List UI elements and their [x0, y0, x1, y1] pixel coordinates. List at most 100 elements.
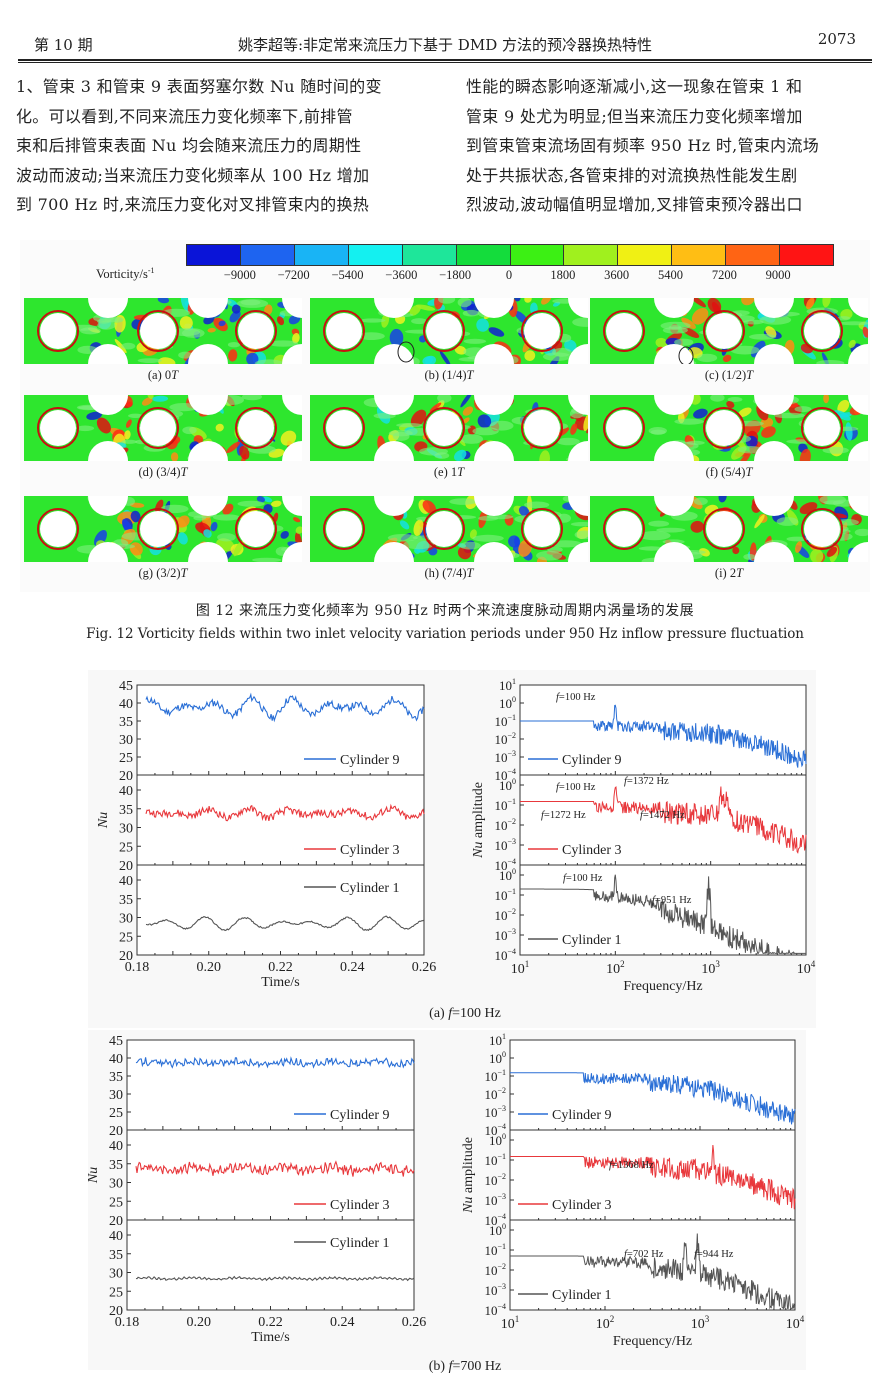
y-tick-label: 25 [109, 1195, 123, 1210]
y-tick-label: 20 [119, 949, 133, 964]
y-tick-label: 40 [109, 1139, 123, 1154]
y-tick-label: 101 [489, 1032, 506, 1048]
vorticity-panel-label: (f) (5/4)T [590, 465, 868, 480]
x-axis-label: Time/s [251, 1330, 289, 1345]
colorbar-segment [402, 245, 457, 265]
colorbar-title-exponent: -1 [147, 266, 155, 275]
y-tick-label: 35 [119, 803, 133, 818]
y-tick-label: 40 [109, 1229, 123, 1244]
y-tick-label: 40 [119, 784, 133, 799]
peak-annotation: f=100 Hz [556, 692, 596, 703]
series-line [145, 803, 425, 822]
y-tick-label: 40 [119, 697, 133, 712]
x-tick-label: 101 [511, 959, 530, 977]
text-line: 性能的瞬态影响逐渐减小,这一现象在管束 1 和 [466, 77, 803, 96]
colorbar-tick-label: 5400 [658, 268, 683, 282]
chart-subcaption: (b) f=700 Hz [429, 1359, 501, 1374]
x-tick-label: 0.24 [330, 1315, 355, 1330]
colorbar-tick-label: −7200 [277, 268, 310, 282]
y-tick-label: 101 [499, 677, 516, 693]
legend-label: Cylinder 9 [552, 1108, 612, 1123]
panel-label-text: (f) (5/4) [705, 465, 746, 479]
chart-subcaption: (a) f=100 Hz [429, 1006, 501, 1021]
x-tick-label: 0.20 [197, 960, 222, 975]
series-line [135, 1275, 415, 1282]
x-tick-label: 0.18 [125, 960, 150, 975]
series-line [510, 1144, 796, 1210]
y-tick-label: 35 [119, 893, 133, 908]
y-tick-label: 30 [119, 733, 133, 748]
peak-annotation: f=1272 Hz [541, 810, 586, 821]
y-tick-label: 30 [119, 912, 133, 927]
peak-annotation: f=100 Hz [556, 782, 596, 793]
page-number: 2073 [817, 30, 856, 48]
y-tick-label: 100 [489, 1132, 506, 1148]
colorbar-segment [618, 245, 673, 265]
vorticity-panel-label: (d) (3/4)T [24, 465, 302, 480]
legend-label: Cylinder 1 [562, 933, 622, 948]
y-tick-label: 20 [119, 769, 133, 784]
y-tick-label: 35 [109, 1070, 123, 1085]
issue-number: 第 10 期 [34, 36, 93, 54]
y-axis-label: Nu [86, 1167, 101, 1184]
y-tick-label: 35 [119, 715, 133, 730]
vorticity-panel-label: (h) (7/4)T [310, 566, 588, 581]
time-series-chart: 20 25 30 35 40 45 Cylinder 9 20 25 30 35 40 Cylinder… [96, 679, 436, 990]
legend-label: Cylinder 1 [330, 1236, 390, 1251]
x-tick-label: 0.24 [340, 960, 365, 975]
x-axis-label: Frequency/Hz [613, 1334, 692, 1349]
time-series-chart: 20 25 30 35 40 45 Cylinder 9 20 25 30 35 40 Cylinder… [86, 1034, 426, 1345]
panel-label-text: (b) (1/4) [424, 368, 467, 382]
y-tick-label: 20 [109, 1124, 123, 1139]
plot-frame [136, 684, 425, 776]
figure-caption-en: Fig. 12 Vorticity fields within two inle… [86, 626, 804, 642]
text-line: 管束 9 处尤为明显;但当来流压力变化频率增加 [466, 106, 803, 126]
colorbar-segment [187, 245, 241, 265]
vorticity-panel-label: (b) (1/4)T [310, 368, 588, 383]
x-tick-label: 0.18 [115, 1315, 140, 1330]
plot-frame [136, 864, 425, 956]
peak-annotation: f=1368 Hz [609, 1160, 654, 1171]
y-tick-label: 45 [119, 679, 133, 694]
x-tick-label: 102 [606, 959, 625, 977]
plot-frame [519, 864, 807, 956]
colorbar-tick-label: 7200 [711, 268, 737, 282]
y-tick-label: 20 [109, 1304, 123, 1319]
y-tick-label: 30 [109, 1088, 123, 1103]
vorticity-panel-label: (g) (3/2)T [24, 566, 302, 581]
vorticity-field-panel [590, 298, 868, 364]
body-column-right: 性能的瞬态影响逐渐减小,这一现象在管束 1 和 管束 9 处尤为明显;但当来流压… [466, 72, 884, 220]
colorbar-tick-label: −5400 [331, 268, 364, 282]
legend-label: Cylinder 3 [552, 1198, 612, 1213]
text-line: 1、管束 3 和管束 9 表面努塞尔数 Nu 随时间的变 [16, 77, 382, 96]
text-line: 化。可以看到,不同来流压力变化频率下,前排管 [16, 106, 353, 126]
legend-label: Cylinder 9 [562, 753, 622, 768]
x-tick-label: 102 [596, 1314, 615, 1332]
vorticity-panel-label: (e) 1T [310, 465, 588, 480]
colorbar-title-text: Vorticity/s [96, 267, 148, 282]
colorbar-segment [672, 245, 727, 265]
panel-label-text: (i) 2 [714, 566, 737, 580]
colorbar-tick-label: −1800 [439, 268, 472, 282]
vorticity-field-panel [310, 496, 588, 562]
text-line: 烈波动,波动幅值明显增加,叉排管束预冷器出口 [466, 195, 803, 214]
colorbar-segment [348, 245, 403, 265]
y-tick-label: 25 [119, 751, 133, 766]
panel-label-period: T [745, 465, 753, 479]
y-tick-label: 100 [489, 1222, 506, 1238]
colorbar-tick-label: 9000 [765, 268, 791, 282]
panel-label-text: (h) (7/4) [424, 566, 467, 580]
plot-frame [136, 774, 425, 866]
y-tick-label: 25 [109, 1285, 123, 1300]
x-tick-label: 0.26 [412, 960, 437, 975]
vorticity-panel-label: (c) (1/2)T [590, 368, 868, 383]
y-tick-label: 20 [119, 859, 133, 874]
text-line: 束和后排管束表面 Nu 均会随来流压力的周期性 [16, 136, 362, 155]
header-rule [18, 59, 872, 61]
text-line: 到 700 Hz 时,来流压力变化对叉排管束内的换热 [16, 195, 370, 214]
colorbar-segment [780, 245, 834, 265]
x-tick-label: 0.20 [187, 1315, 212, 1330]
panel-label-period: T [466, 368, 474, 382]
panel-label-period: T [736, 566, 744, 580]
